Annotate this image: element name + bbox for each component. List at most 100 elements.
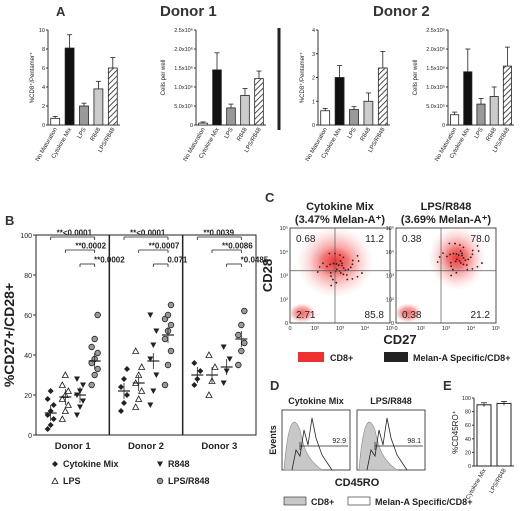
- donor1-title: Donor 1: [160, 3, 217, 20]
- y-tick-label: 10²: [386, 297, 394, 303]
- melan-a-event: [339, 260, 342, 262]
- bar: [107, 67, 118, 126]
- y-tick-label: 10³: [386, 274, 394, 280]
- point-triangle-down: [80, 398, 86, 404]
- melan-a-event: [459, 262, 462, 264]
- plot-subtitle: (3.69% Melan-A⁺): [401, 214, 491, 226]
- y-axis-label: Cells per well: [413, 60, 419, 96]
- bar: [240, 94, 250, 126]
- melan-a-event: [335, 281, 338, 284]
- bar: [377, 67, 388, 126]
- y-tick-label: 4: [42, 85, 45, 91]
- y-tick-label: 10⁵: [280, 225, 288, 232]
- point-circle: [88, 381, 95, 389]
- legend-swatch-cd8: [283, 496, 307, 506]
- point-diamond: [47, 388, 54, 394]
- melan-a-event: [442, 252, 444, 255]
- y-tick-label: 80: [24, 273, 32, 280]
- melan-a-event: [471, 249, 474, 252]
- category-label: R848: [360, 126, 373, 142]
- point-triangle-up: [211, 363, 219, 370]
- y-tick-label: 0: [442, 123, 445, 129]
- plot-title: LPS/R848: [421, 201, 472, 213]
- point-triangle-down: [147, 402, 154, 408]
- point-triangle-down: [157, 461, 163, 467]
- bar-chart-A-d1-cells: 0 5.0x10⁵ 1.0x10⁶ 1.5x10⁶ 2.0x10⁶ 2.5x10⁶ Cell…: [161, 27, 266, 163]
- melan-a-event: [449, 253, 451, 256]
- point-triangle-up: [131, 403, 140, 410]
- melan-a-event: [335, 268, 338, 271]
- cd8-density-lowleft: [394, 303, 422, 323]
- bar: [502, 65, 512, 126]
- point-triangle-up: [205, 391, 213, 398]
- y-tick-label: 0: [42, 123, 45, 129]
- point-triangle-up: [58, 415, 67, 422]
- quadrant-value: 0.38: [402, 234, 422, 245]
- y-tick-label: 40: [24, 353, 32, 360]
- melan-a-event: [329, 263, 331, 266]
- category-label: R848: [236, 126, 249, 142]
- y-tick-label: 5.0x10⁵: [426, 103, 445, 110]
- legend-label: Cytokine Mix: [63, 459, 119, 469]
- point-triangle-down: [74, 376, 80, 382]
- melan-a-event: [318, 266, 321, 268]
- donor2-title: Donor 2: [373, 3, 430, 20]
- bar: [198, 122, 208, 126]
- quadrant-value: 11.2: [365, 234, 384, 245]
- melan-a-event: [316, 271, 319, 273]
- point-circle: [167, 321, 175, 329]
- category-label: R848: [90, 126, 103, 142]
- y-tick-label: 40: [465, 437, 471, 443]
- melan-a-event: [361, 272, 363, 274]
- y-tick-label: 3: [312, 52, 315, 58]
- y-tick-label: 0: [190, 123, 193, 129]
- pvalue-label: **0.0002: [94, 256, 125, 265]
- y-axis-label: %CD8⁺/Pentamer⁺: [299, 52, 306, 103]
- legend-label: CD8+: [330, 353, 353, 363]
- x-tick-label: 10⁵: [492, 325, 500, 332]
- group-label: Donor 2: [128, 441, 164, 452]
- legend-swatch-cd8: [298, 352, 324, 362]
- y-axis-label: %CD45RO⁺: [451, 410, 460, 454]
- bar: [212, 69, 222, 126]
- bar: [50, 117, 61, 126]
- melan-a-event: [335, 263, 338, 265]
- melan-a-event: [342, 267, 345, 269]
- melan-a-event: [477, 250, 480, 252]
- quadrant-value: 21.2: [471, 310, 491, 321]
- x-tick-label: 10³: [336, 326, 344, 332]
- y-tick-label: 2.0x10⁶: [174, 46, 193, 53]
- point-circle: [94, 365, 101, 373]
- bar: [349, 109, 359, 126]
- melan-a-event: [476, 265, 479, 268]
- panel-label-d: D: [270, 378, 279, 393]
- melan-a-event: [341, 262, 343, 265]
- point-triangle-down: [147, 356, 154, 362]
- point-triangle-down: [226, 356, 233, 362]
- quadrant-value: 2.71: [296, 310, 316, 321]
- y-tick-label: 20: [24, 393, 32, 400]
- melan-a-event: [338, 254, 341, 256]
- y-tick-label: 10⁴: [386, 249, 395, 256]
- point-circle: [238, 347, 245, 355]
- melan-a-event: [471, 253, 474, 256]
- category-label: R848: [486, 126, 499, 142]
- x-tick-label: 10⁴: [361, 325, 370, 332]
- y-tick-label: 100: [462, 396, 471, 402]
- panel-label-b: B: [5, 213, 14, 228]
- x-tick-label: 10²: [311, 326, 319, 332]
- x-axis-label: CD45RO: [335, 477, 380, 489]
- y-tick-label: 0: [312, 123, 315, 129]
- point-diamond: [44, 426, 51, 432]
- category-label: LPS: [474, 127, 485, 140]
- y-tick-label: 10: [39, 28, 45, 34]
- bar: [226, 107, 236, 126]
- quadrant-value: 78.0: [471, 234, 491, 245]
- y-tick-label: 60: [465, 423, 471, 429]
- y-tick-label: 0: [391, 321, 394, 327]
- y-tick-label: 1.5x10⁶: [174, 65, 193, 72]
- bar: [476, 103, 486, 126]
- melan-a-event: [345, 274, 348, 276]
- panel-label-e: E: [443, 378, 452, 393]
- y-tick-label: 0: [28, 433, 32, 440]
